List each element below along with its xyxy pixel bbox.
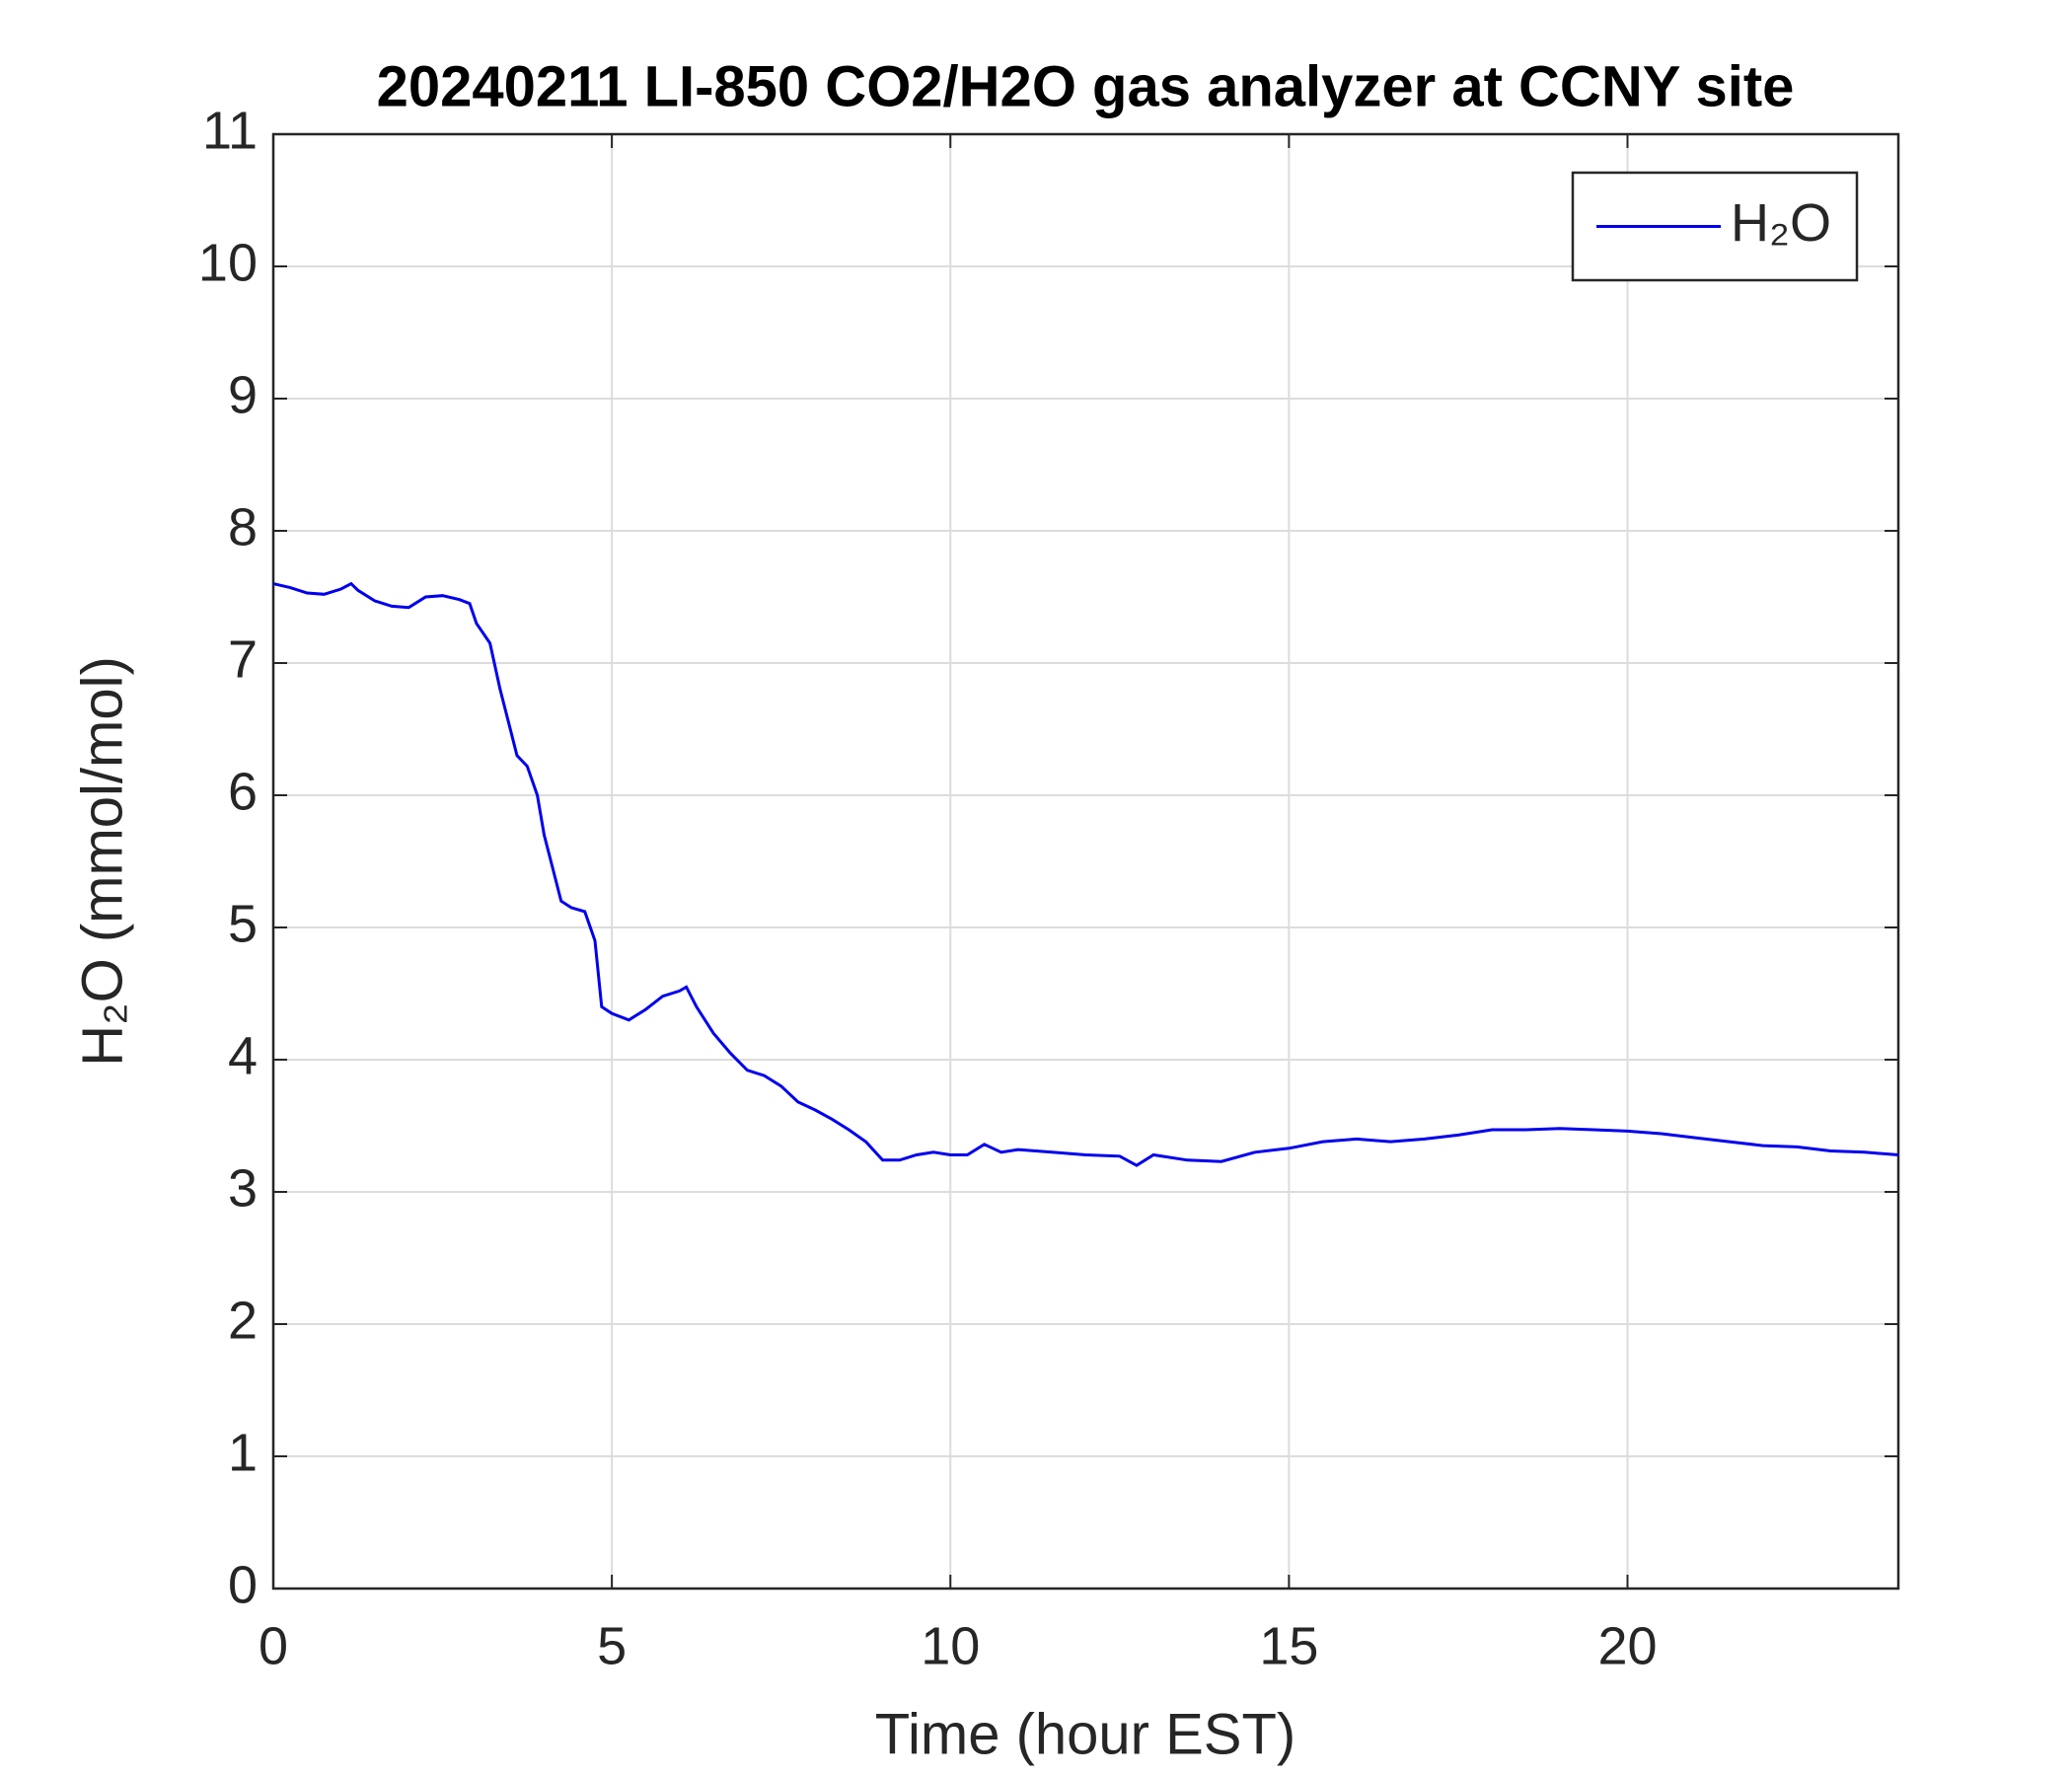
y-axis-label: H₂O (mmol/mol): [70, 656, 134, 1067]
x-tick-label: 10: [921, 1616, 980, 1675]
y-tick-label: 9: [228, 365, 258, 424]
plot-frame: [271, 132, 1900, 1591]
y-tick-label: 10: [198, 233, 258, 292]
y-tick-label: 1: [228, 1423, 258, 1482]
x-tick-label: 5: [597, 1616, 627, 1675]
y-tick-label: 6: [228, 762, 258, 821]
y-tick-label: 3: [228, 1158, 258, 1218]
y-tick-label: 4: [228, 1026, 258, 1085]
x-tick-label: 0: [259, 1616, 288, 1675]
chart-title: 20240211 LI-850 CO2/H2O gas analyzer at …: [377, 54, 1795, 118]
y-tick-label: 5: [228, 894, 258, 953]
y-tick-label: 8: [228, 497, 258, 556]
y-tick-label: 7: [228, 629, 258, 689]
x-axis-label: Time (hour EST): [875, 1702, 1295, 1766]
data-line: [272, 581, 1899, 1167]
y-tick-label: 2: [228, 1291, 258, 1350]
x-tick-label: 15: [1259, 1616, 1318, 1675]
y-tick-label: 11: [202, 101, 258, 160]
y-tick-label: 0: [228, 1555, 258, 1614]
legend-label: H₂O: [1731, 193, 1831, 253]
x-tick-label: 20: [1597, 1616, 1657, 1675]
